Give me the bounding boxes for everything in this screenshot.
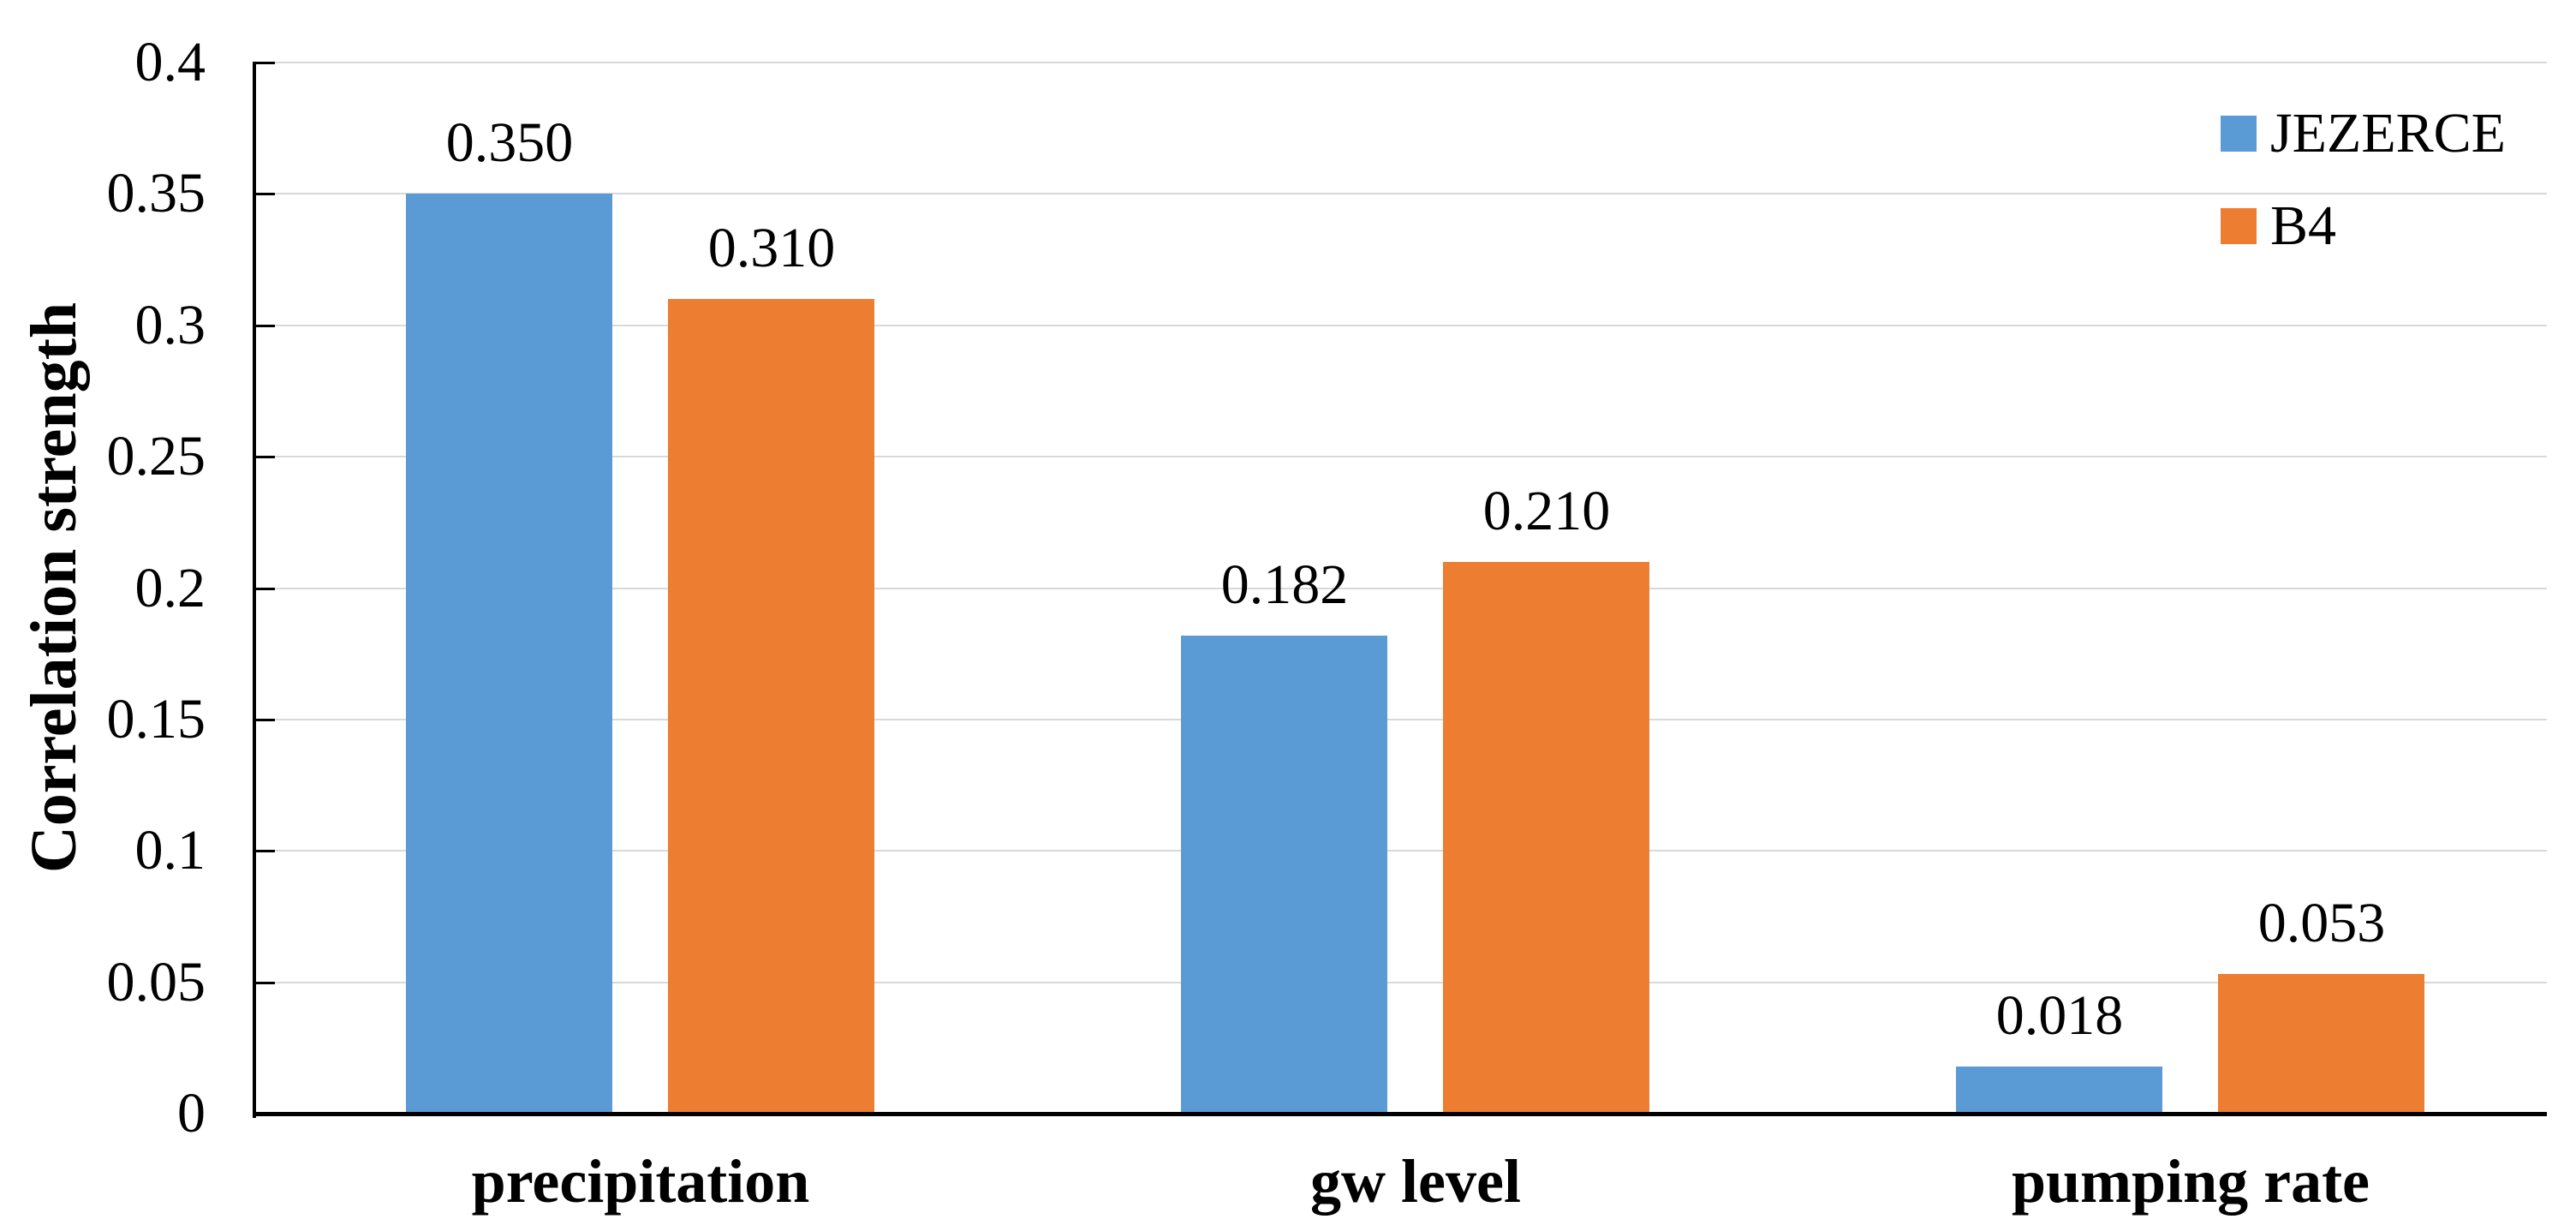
gridline xyxy=(253,456,2547,457)
bar-value-label: 0.018 xyxy=(1995,984,2124,1047)
y-tick-label: 0.3 xyxy=(134,294,206,356)
y-axis-tick xyxy=(253,456,275,458)
bar-value-label: 0.182 xyxy=(1220,553,1349,616)
x-category-label-pumping-rate: pumping rate xyxy=(2011,1147,2370,1216)
legend-label: JEZERCE xyxy=(2270,102,2506,164)
bar-value-label: 0.350 xyxy=(445,111,574,174)
gridline xyxy=(253,193,2547,194)
gridline xyxy=(253,982,2547,983)
bar-b4-precipitation xyxy=(668,299,874,1114)
bar-jezerce-pumping-rate xyxy=(1956,1067,2162,1114)
bar-jezerce-gw-level xyxy=(1181,636,1387,1114)
x-axis-line xyxy=(253,1112,2547,1116)
y-axis-tick xyxy=(253,719,275,721)
y-axis-tick xyxy=(253,193,275,195)
y-tick-label: 0.4 xyxy=(134,31,206,93)
y-tick-label: 0.05 xyxy=(106,951,206,1013)
legend-item-b4: B4 xyxy=(2221,194,2506,259)
bar-b4-gw-level xyxy=(1443,562,1649,1114)
gridline xyxy=(253,719,2547,720)
y-axis-tick xyxy=(253,62,275,64)
bar-b4-pumping-rate xyxy=(2218,974,2424,1114)
y-tick-label: 0.2 xyxy=(134,557,206,619)
bar-value-label: 0.310 xyxy=(707,217,836,279)
bar-value-label: 0.053 xyxy=(2257,892,2386,954)
x-category-label-gw-level: gw level xyxy=(1310,1147,1521,1216)
legend-label: B4 xyxy=(2270,194,2337,257)
y-axis-tick xyxy=(253,588,275,590)
y-axis-tick xyxy=(253,982,275,984)
gridline xyxy=(253,850,2547,852)
y-tick-label: 0.1 xyxy=(134,819,206,881)
legend: JEZERCE B4 xyxy=(2221,101,2506,286)
legend-swatch-b4 xyxy=(2221,208,2257,244)
gridline xyxy=(253,62,2547,63)
y-tick-label: 0.15 xyxy=(106,688,206,750)
gridline xyxy=(253,325,2547,326)
legend-item-jezerce: JEZERCE xyxy=(2221,101,2506,166)
y-axis-line xyxy=(253,63,256,1118)
y-tick-label: 0.35 xyxy=(106,162,206,224)
bar-value-label: 0.210 xyxy=(1482,480,1611,542)
y-axis-tick xyxy=(253,325,275,327)
gridline xyxy=(253,588,2547,589)
x-category-label-precipitation: precipitation xyxy=(471,1147,810,1216)
y-tick-label: 0 xyxy=(177,1082,206,1144)
bar-jezerce-precipitation xyxy=(406,194,612,1114)
y-axis-tick xyxy=(253,850,275,852)
y-tick-label: 0.25 xyxy=(106,425,206,487)
legend-swatch-jezerce xyxy=(2221,116,2257,152)
